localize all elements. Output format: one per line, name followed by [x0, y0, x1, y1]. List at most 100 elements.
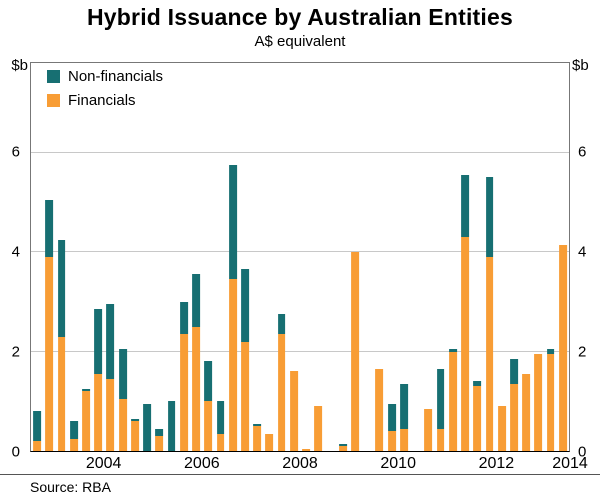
bar-segment-nonfinancials: [546, 349, 555, 354]
bar-segment-nonfinancials: [400, 383, 408, 429]
bar-2010Q2: [387, 403, 396, 451]
bar-segment-financials: [33, 441, 42, 451]
bar-2005Q3: [155, 428, 164, 451]
legend-swatch-nonfinancials-icon: [47, 70, 60, 83]
bar-2007Q2: [241, 269, 249, 451]
bar-2008Q1: [277, 314, 286, 451]
bar-segment-nonfinancials: [131, 418, 139, 422]
bar-segment-financials: [314, 406, 323, 451]
bar-2006Q3: [204, 361, 213, 451]
bar-2009Q2: [338, 443, 347, 451]
bar-segment-financials: [265, 433, 274, 451]
y-tick-label-2: 2: [578, 343, 587, 361]
bar-segment-financials: [485, 257, 494, 451]
bar-2003Q4: [69, 421, 78, 451]
bar-segment-financials: [228, 279, 237, 451]
y-axis-unit-left: $b: [11, 57, 28, 74]
bar-segment-financials: [277, 334, 286, 451]
bar-segment-financials: [155, 436, 164, 451]
y-tick-label-2: 2: [11, 343, 20, 361]
x-tick-label-2006: 2006: [184, 455, 220, 472]
bar-segment-nonfinancials: [155, 428, 164, 437]
bar-segment-nonfinancials: [228, 164, 237, 280]
x-tick-label-2004: 2004: [85, 455, 122, 472]
bar-2012Q1: [473, 381, 482, 451]
bar-2006Q2: [192, 274, 200, 451]
bar-2005Q1: [131, 418, 139, 451]
bar-segment-financials: [534, 354, 543, 451]
bar-2013Q1: [522, 373, 531, 451]
source-note: Source: RBA: [30, 479, 111, 495]
bar-segment-financials: [45, 257, 54, 451]
bar-segment-nonfinancials: [448, 349, 457, 352]
bar-segment-financials: [216, 433, 225, 451]
legend-item-nonfinancials: Non-financials: [47, 68, 163, 85]
bar-segment-financials: [522, 373, 531, 451]
bar-segment-financials: [204, 401, 213, 451]
y-tick-label-0: 0: [578, 443, 587, 461]
bar-segment-nonfinancials: [33, 411, 42, 442]
bar-segment-financials: [436, 428, 445, 451]
bar-segment-nonfinancials: [45, 199, 54, 257]
bar-2005Q4: [167, 401, 176, 451]
bar-segment-financials: [289, 371, 298, 451]
bar-segment-financials: [448, 351, 457, 451]
gridline-4: [31, 251, 569, 253]
bar-segment-financials: [400, 428, 408, 451]
bar-segment-financials: [241, 341, 249, 451]
x-tick-label-2014: 2014: [552, 455, 588, 472]
y-tick-label-4: 4: [11, 243, 20, 261]
bar-2013Q4: [558, 244, 567, 451]
chart-subtitle: A$ equivalent: [254, 33, 346, 50]
x-axis: 2004 2006 2008 2010 2012 2014: [30, 455, 588, 475]
bar-segment-financials: [461, 237, 469, 451]
bar-segment-financials: [302, 448, 311, 451]
bar-segment-nonfinancials: [473, 381, 482, 387]
bar-2007Q1: [228, 164, 237, 451]
bar-2003Q3: [57, 239, 66, 451]
bar-2008Q2: [289, 371, 298, 451]
y-axis-left: 0 2 4 6: [2, 62, 26, 460]
x-tick-label-2010: 2010: [380, 455, 416, 472]
bar-segment-financials: [131, 421, 139, 451]
bar-segment-financials: [179, 334, 188, 451]
y-tick-label-4: 4: [578, 243, 587, 261]
bar-segment-financials: [424, 408, 433, 451]
x-tick-label-2012: 2012: [478, 455, 515, 472]
bar-segment-financials: [351, 252, 359, 451]
gridline-2: [31, 350, 569, 352]
bar-2004Q4: [118, 349, 127, 451]
bar-segment-nonfinancials: [192, 274, 200, 327]
bar-segment-nonfinancials: [277, 314, 286, 335]
y-axis-right: 0 2 4 6: [574, 62, 598, 460]
bar-2004Q3: [106, 304, 115, 451]
bar-2010Q3: [400, 383, 408, 451]
bar-segment-financials: [57, 336, 66, 451]
bar-2013Q3: [546, 349, 555, 451]
bar-2005Q2: [143, 403, 152, 451]
bar-segment-financials: [69, 438, 78, 451]
x-tick-label-2008: 2008: [282, 455, 318, 472]
legend: Non-financials Financials: [47, 68, 163, 116]
bar-segment-nonfinancials: [216, 401, 225, 434]
y-tick-label-0: 0: [11, 443, 20, 461]
bar-segment-financials: [82, 391, 90, 451]
bar-segment-nonfinancials: [241, 269, 249, 342]
chart-title: Hybrid Issuance by Australian Entities: [87, 4, 513, 30]
legend-label-nonfinancials: Non-financials: [68, 68, 164, 85]
bar-segment-nonfinancials: [253, 423, 262, 427]
bar-2003Q1: [33, 411, 42, 451]
bar-segment-nonfinancials: [204, 361, 213, 402]
bar-segment-financials: [253, 426, 262, 451]
bar-segment-financials: [546, 354, 555, 451]
bar-2009Q3: [351, 252, 359, 451]
bar-segment-nonfinancials: [387, 403, 396, 432]
bar-2011Q3: [448, 349, 457, 451]
gridline-6: [31, 151, 569, 153]
bar-segment-financials: [473, 386, 482, 451]
bar-2011Q4: [461, 174, 469, 451]
y-tick-label-6: 6: [11, 143, 20, 161]
bar-segment-nonfinancials: [167, 401, 176, 451]
bar-2004Q2: [94, 309, 103, 451]
bar-2011Q2: [436, 368, 445, 451]
